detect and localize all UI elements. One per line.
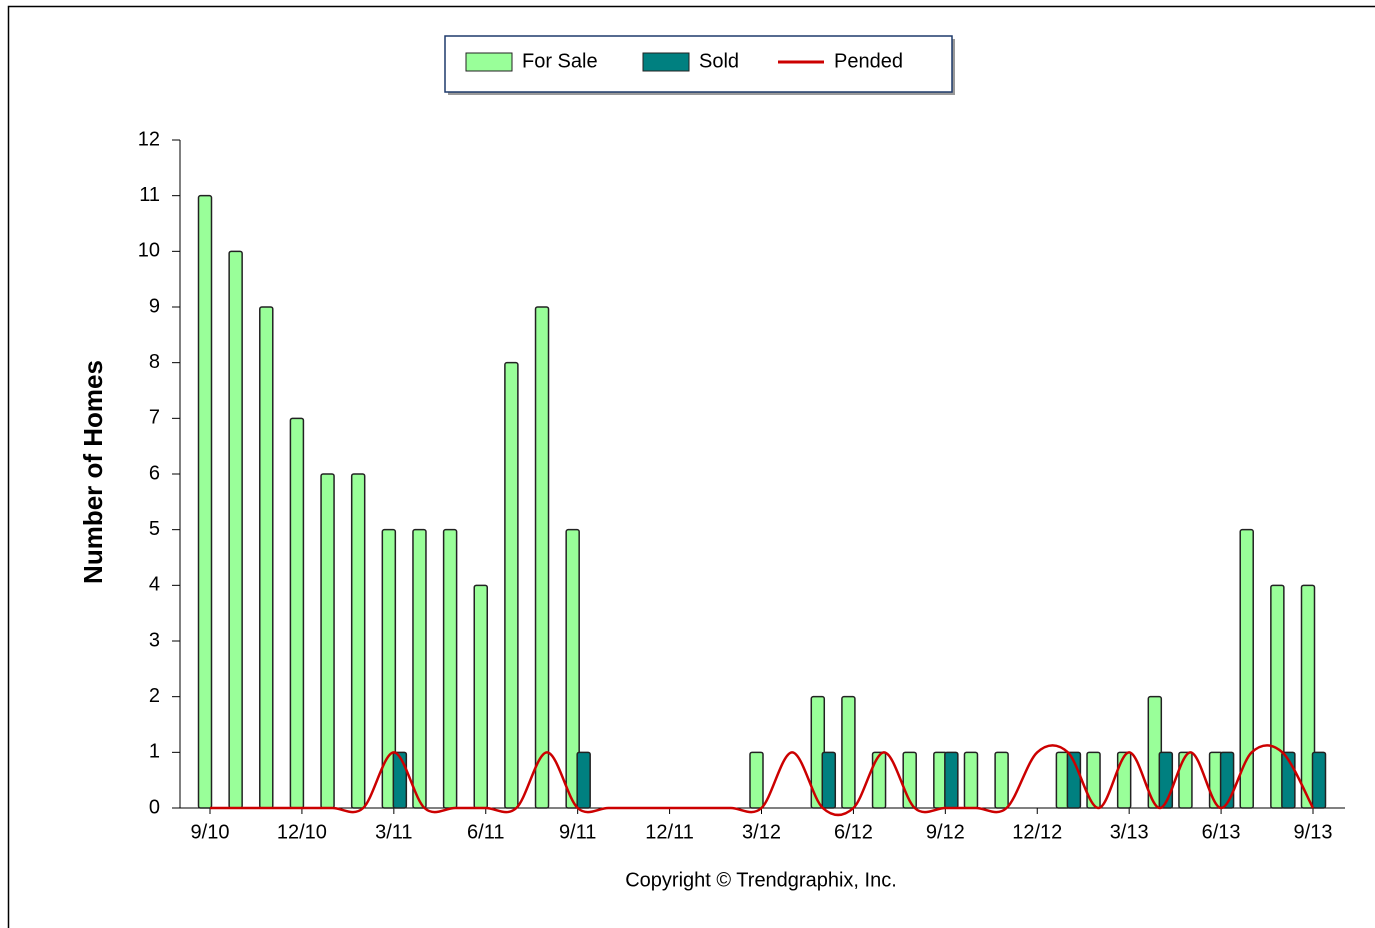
bar bbox=[197, 194, 213, 809]
bar bbox=[442, 528, 458, 809]
bar bbox=[1300, 584, 1316, 809]
y-tick-label: 3 bbox=[149, 629, 160, 651]
bar bbox=[565, 528, 580, 809]
y-tick-label: 9 bbox=[149, 295, 160, 317]
y-tick-label: 10 bbox=[138, 240, 160, 262]
bar bbox=[381, 528, 397, 809]
bar bbox=[289, 417, 305, 809]
bar bbox=[1239, 528, 1254, 809]
x-tick-label: 6/12 bbox=[834, 821, 873, 843]
y-tick-label: 4 bbox=[149, 574, 160, 596]
x-tick-label: 3/11 bbox=[375, 821, 412, 843]
bar bbox=[473, 584, 488, 809]
bar bbox=[534, 306, 550, 809]
y-tick-label: 2 bbox=[149, 685, 160, 707]
bar bbox=[1116, 751, 1132, 809]
x-tick-label: 12/10 bbox=[277, 821, 327, 843]
bar bbox=[576, 751, 591, 809]
x-tick-label: 3/12 bbox=[742, 821, 781, 843]
bar bbox=[1178, 751, 1193, 809]
bar bbox=[841, 695, 856, 809]
bar bbox=[871, 751, 887, 809]
x-tick-label: 6/11 bbox=[467, 821, 504, 843]
x-tick-label: 12/11 bbox=[645, 821, 694, 843]
x-tick-label: 9/12 bbox=[926, 821, 965, 843]
x-tick-label: 9/13 bbox=[1294, 821, 1333, 843]
frame bbox=[7, 5, 1375, 928]
x-tick-label: 9/10 bbox=[191, 821, 230, 843]
x-tick-label: 6/13 bbox=[1202, 821, 1241, 843]
y-tick-label: 8 bbox=[149, 351, 160, 373]
bar bbox=[228, 250, 243, 809]
bar bbox=[1219, 751, 1235, 809]
bar bbox=[259, 306, 274, 809]
y-tick-label: 1 bbox=[149, 741, 160, 763]
bar bbox=[392, 751, 408, 809]
pended-line bbox=[209, 744, 1315, 817]
legend-swatch bbox=[642, 52, 690, 72]
bar bbox=[749, 751, 764, 809]
x-tick-label: 12/12 bbox=[1012, 821, 1062, 843]
bar bbox=[350, 473, 366, 809]
y-tick-label: 0 bbox=[149, 796, 160, 818]
bar bbox=[320, 473, 335, 809]
y-tick-label: 12 bbox=[138, 128, 160, 150]
x-tick-label: 3/13 bbox=[1110, 821, 1149, 843]
legend-label: For Sale bbox=[522, 50, 598, 72]
copyright: Copyright © Trendgraphix, Inc. bbox=[625, 869, 897, 891]
bar bbox=[821, 751, 837, 809]
legend-label: Pended bbox=[834, 50, 903, 72]
y-tick-label: 6 bbox=[149, 462, 160, 484]
legend-swatch bbox=[465, 52, 513, 72]
y-tick-label: 7 bbox=[149, 407, 160, 429]
y-tick-label: 5 bbox=[149, 518, 160, 540]
x-tick-label: 9/11 bbox=[559, 821, 596, 843]
bar bbox=[504, 361, 519, 809]
legend-box bbox=[444, 35, 953, 93]
bar bbox=[963, 751, 979, 809]
legend-label: Sold bbox=[699, 50, 739, 72]
bar bbox=[1311, 751, 1327, 809]
bar bbox=[994, 751, 1009, 809]
bar bbox=[412, 528, 427, 809]
bar bbox=[944, 751, 959, 809]
bar bbox=[1086, 751, 1101, 809]
y-axis-label: Number of Homes bbox=[78, 360, 108, 584]
y-tick-label: 11 bbox=[139, 184, 160, 206]
